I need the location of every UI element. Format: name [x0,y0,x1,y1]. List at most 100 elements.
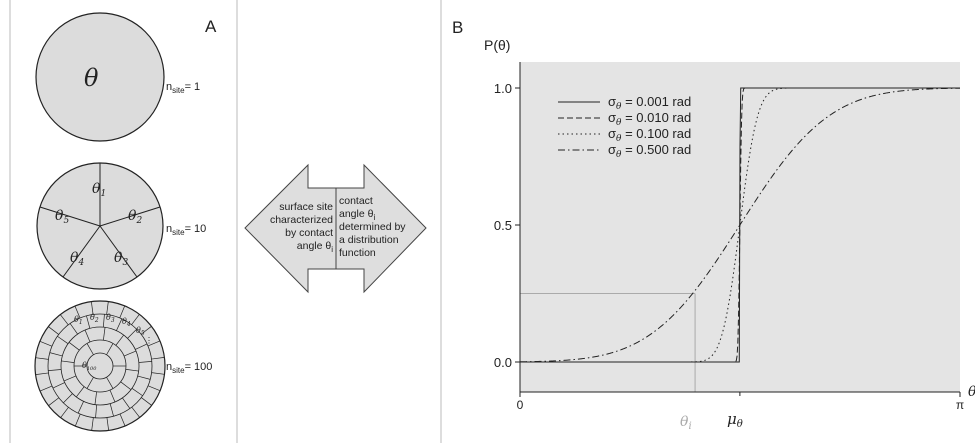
disk-cell-divider [109,389,116,403]
y-axis-label: P(θ) [484,37,510,53]
svg-text:determined by: determined by [339,221,406,233]
n-site-label-10: nsite= 10 [166,223,206,237]
cell-label-100: θ100 [82,361,97,372]
disk-cell-divider [106,417,110,431]
disk-ten-sites [36,162,164,290]
disk-cell-divider [127,328,137,339]
x-tick-label: 0 [517,398,524,412]
series-line-4 [519,87,961,363]
disk-cell-divider [76,386,85,398]
disk-cell-divider [39,340,53,347]
disk-cell-divider [39,385,53,392]
n-site-label-100: nsite= 100 [166,361,212,375]
disk-single-site [35,12,165,142]
svg-text:contact: contact [339,195,373,207]
legend-entry-2: σθ = 0.010 rad [608,110,691,128]
disk-cell-divider [91,417,94,431]
disk-cell-divider [60,407,69,418]
disk-cell-divider [131,388,143,397]
x-axis-label-partial: θ [968,384,975,400]
disk-cell-divider [35,357,49,360]
disk-cell-divider [106,343,114,355]
arrow-right-text: contact angle θi determined by a distrib… [339,195,406,259]
mu-theta-label: μθ [727,410,743,430]
disk-cell-divider [95,404,98,418]
svg-text:angle θi: angle θi [297,240,333,254]
disk-cell-divider [48,369,62,371]
svg-text:function: function [339,247,376,259]
disk-cell-divider [122,397,131,409]
y-tick-label: 0.0 [494,355,512,370]
sector-label-1: θ1 [92,181,106,199]
disk-hundred-sites [34,300,166,432]
disk-cell-divider [63,375,77,382]
panel-b-label: B [452,18,463,37]
disk-cell-divider [74,305,81,319]
double-arrow: surface site characterized by contact an… [244,163,427,294]
disk-single-theta: θ [84,64,99,92]
n-site-label-1: nsite= 1 [166,81,200,95]
disk-cell-divider [52,382,65,389]
cell-label-3: θ3 [106,313,115,324]
disk-cell-divider [141,397,152,406]
disk-cell-divider [125,369,139,372]
disk-cell-divider [131,406,140,418]
disk-cell-divider [120,381,132,390]
disk-cell-divider [151,372,165,375]
disk-cell-divider [138,361,152,363]
cell-label-2: θ2 [90,313,99,324]
disk-cell-divider [147,340,161,347]
disk-cell-divider [74,413,81,427]
disk-cell-divider [48,326,59,335]
svg-text:a distribution: a distribution [339,234,399,246]
legend-entry-1: σθ = 0.001 rad [608,94,691,112]
disk-cell-divider [84,329,91,343]
disk-cell-divider [63,393,73,404]
theta-i-label: θi [680,414,692,432]
disk-cell-divider [48,397,60,406]
y-tick-label: 1.0 [494,81,512,96]
disk-cell-divider [131,314,140,325]
disk-cell-divider [123,350,137,357]
disk-cell-divider [109,403,114,417]
svg-text:angle θi: angle θi [339,208,375,222]
cell-label-1: θ1 [74,315,83,326]
disk-cell-divider [106,377,114,389]
disk-cell-divider [119,413,126,427]
panel-a-label: A [205,17,217,36]
cell-label-5: θ5 [136,326,145,337]
disk-cell-divider [102,314,105,328]
disk-cell-divider [86,343,94,355]
svg-text:characterized: characterized [270,214,333,226]
cell-ellipsis: ⋮ [145,336,153,345]
disk-cell-divider [106,301,109,315]
disk-cell-divider [94,391,97,405]
panel-a: A θ nsite= 1 θ1 θ2 θ3 θ4 θ5 nsite= 10 θ1… [9,0,238,443]
disk-cell-divider [57,335,69,344]
x-tick-label: π [956,398,964,412]
disk-cell-divider [90,301,94,315]
legend-entry-4: σθ = 0.500 rad [608,142,691,160]
disk-cell-divider [137,375,151,380]
disk-cell-divider [119,305,126,319]
cell-label-4: θ4 [122,317,131,328]
arrow-left-text: surface site characterized by contact an… [270,201,333,254]
svg-text:by contact: by contact [285,227,333,239]
svg-text:surface site: surface site [279,201,333,213]
disk-cell-divider [69,323,78,335]
disk-cell-divider [116,318,123,331]
disk-cell-divider [115,334,124,346]
disk-cell-divider [103,327,106,341]
y-tick-label: 0.5 [494,218,512,233]
disk-cell-divider [68,342,80,351]
disk-cell-divider [135,343,148,350]
disk-cell-divider [49,352,63,357]
disk-cell-divider [147,385,161,392]
disk-cell-divider [86,315,91,329]
sector-label-5: θ5 [55,208,69,226]
disk-cell-divider [140,326,152,335]
sector-label-2: θ2 [128,208,142,226]
sector-label-4: θ4 [70,250,84,268]
legend-entry-3: σθ = 0.100 rad [608,126,691,144]
